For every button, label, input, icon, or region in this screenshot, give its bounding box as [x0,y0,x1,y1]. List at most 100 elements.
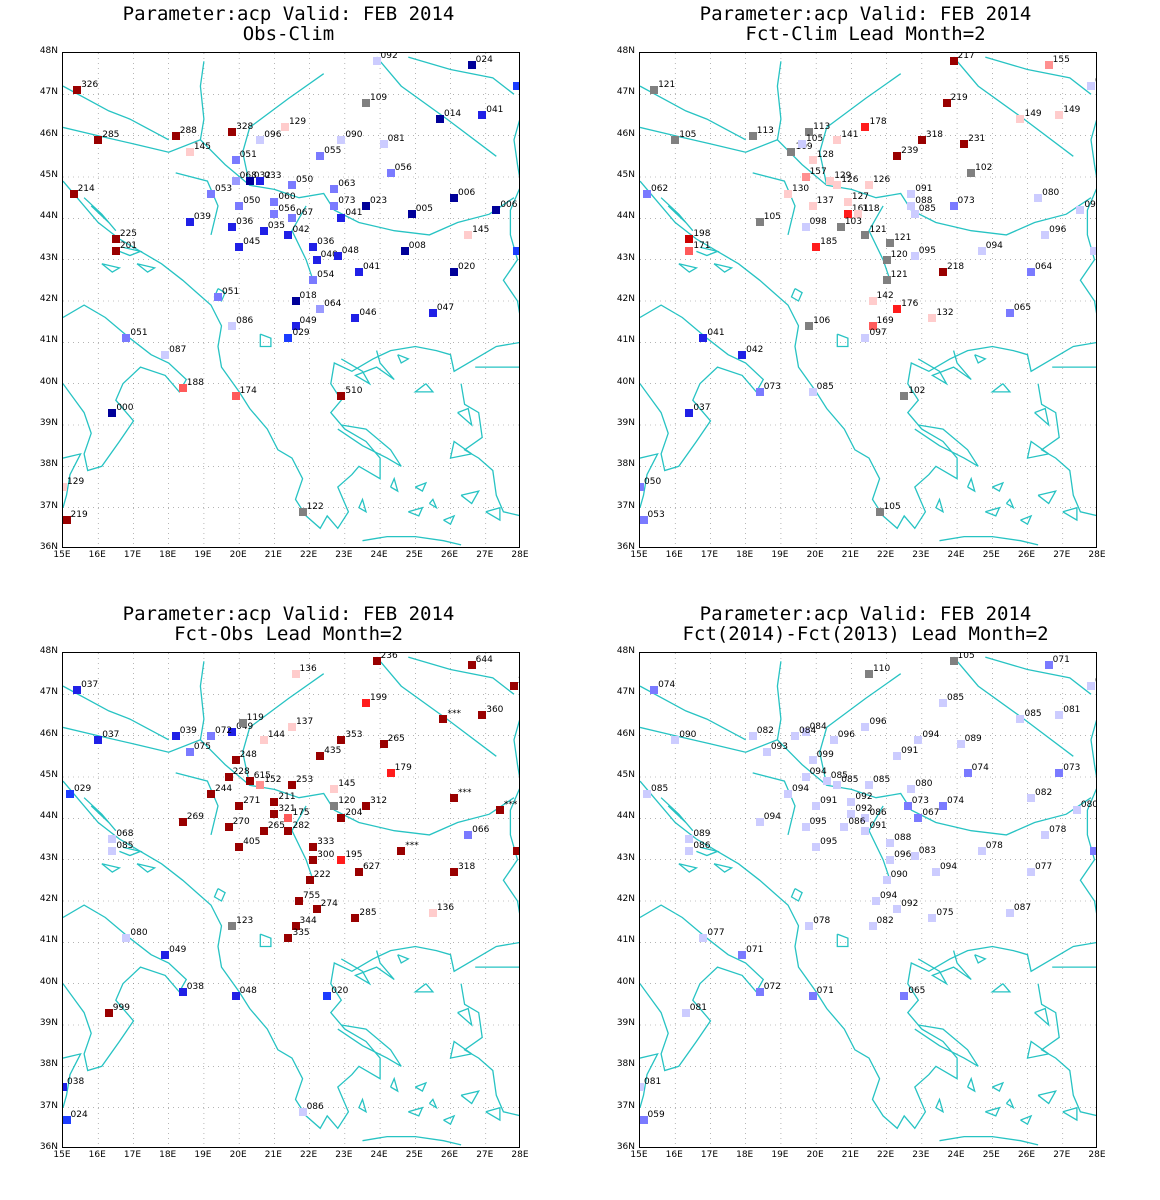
station-marker [270,797,279,806]
station-marker [206,731,215,740]
station-value: 129 [288,117,307,128]
station-value: 039 [179,725,197,736]
station-value: 077 [707,928,725,939]
station-marker [805,921,814,930]
station-value: 086 [306,1101,324,1112]
coastline [291,205,314,281]
lat-tick-label: 38N [616,1059,635,1070]
station-value: 282 [292,820,310,831]
panel-subtitle: Fct-Clim Lead Month=2 [745,23,986,45]
station-marker [755,387,764,396]
station-value: 217 [957,52,975,62]
station-value: 318 [925,129,944,140]
station-marker [256,177,265,186]
station-marker [228,222,237,231]
station-marker [337,135,346,144]
map-panel-2: Parameter:acp Valid: FEB 2014 Fct-Clim Le… [577,0,1154,600]
lon-tick-label: 28E [1088,1150,1106,1160]
lat-tick-label: 44N [39,211,58,222]
station-value: 105 [679,129,697,140]
coastline [449,440,473,459]
station-value: 096 [264,129,282,140]
station-value: 253 [296,775,314,786]
station-value: 142 [876,291,894,301]
coastline [1020,1114,1033,1126]
station-marker [467,61,476,70]
lon-tick-label: 19E [771,1150,789,1160]
station-value: 128 [816,150,834,161]
coastline [362,1135,462,1146]
station-marker [284,814,293,823]
coastline [408,1106,424,1117]
station-marker [783,789,792,798]
coastline [1026,1040,1050,1059]
station-value: 326 [81,80,99,91]
station-marker [762,748,771,757]
coastline [640,726,1092,836]
station-value: 086 [693,841,711,852]
coastline [1005,498,1015,510]
lat-tick-label: 36N [39,1142,58,1152]
station-value: 092 [855,791,873,802]
panel-title: Parameter:acp Valid: FEB 2014 [122,3,455,25]
station-value: 037 [81,680,99,691]
station-marker [787,148,796,157]
station-marker [755,218,764,227]
coastline [660,797,694,832]
coastline [449,1040,473,1059]
station-value: 032 [253,171,271,182]
station-value: 023 [369,195,388,206]
lon-tick-label: 26E [1017,1150,1036,1160]
coastline [242,727,251,786]
station-marker [288,781,296,790]
station-marker [1016,715,1025,724]
station-marker [256,781,265,790]
station-value: 051 [222,286,240,297]
lon-tick-label: 28E [1088,550,1106,560]
station-value: 091 [901,746,919,757]
map-background [640,53,1096,547]
station-value: 405 [243,837,261,848]
station-value: 085 [873,775,891,786]
station-marker [843,197,852,206]
station-marker [949,201,958,210]
station-marker [161,350,170,359]
station-value: 073 [957,195,975,206]
station-value: 201 [119,241,138,252]
coastline [199,61,205,140]
station-value: 129 [834,171,852,182]
coastline [408,656,515,695]
station-value: 218 [946,262,965,273]
station-value: 103 [844,216,862,227]
station-marker [171,131,180,140]
station-marker [337,214,346,223]
station-value: 145 [193,142,212,153]
station-value: 296 [518,677,519,686]
lon-tick-label: 21E [841,1150,859,1160]
station-marker [122,334,131,343]
station-value: 219 [70,510,88,521]
station-value: 085 [816,381,834,392]
station-value: 042 [292,224,310,235]
station-value: 615 [253,771,271,782]
lat-tick-label: 40N [616,376,635,387]
station-value: 644 [475,655,493,666]
station-marker [323,992,332,1001]
lon-tick-label: 15E [53,550,71,560]
station-value: 071 [1052,655,1070,666]
station-value: 105 [763,212,781,223]
coastline [101,863,122,873]
station-marker [914,735,923,744]
station-marker [351,313,360,322]
lat-tick-label: 39N [39,1018,58,1028]
coastline [967,476,976,493]
station-marker [893,305,902,314]
station-marker [833,135,842,144]
station-value: 155 [1052,55,1070,66]
station-value: 037 [102,729,120,740]
coastline [136,263,157,273]
station-marker [450,793,459,802]
station-marker [1044,661,1053,670]
station-marker [1076,206,1085,215]
station-value: 123 [236,915,254,926]
